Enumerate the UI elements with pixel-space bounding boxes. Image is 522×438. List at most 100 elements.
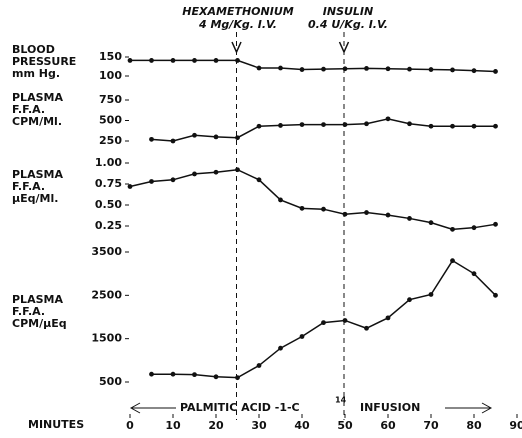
data-point (299, 334, 305, 339)
data-point (235, 167, 240, 173)
data-point (278, 197, 283, 203)
data-point (342, 318, 348, 323)
data-point (127, 184, 133, 189)
data-point (450, 258, 455, 264)
data-point (149, 179, 154, 184)
x-tick-label: 20 (208, 419, 224, 432)
annotation: 4 Mg/Kg. I.V. (198, 18, 277, 31)
y-tick-label: 1500 (91, 332, 122, 345)
data-point (493, 221, 498, 227)
data-point (385, 212, 391, 218)
x-tick-label: 50 (337, 419, 353, 432)
data-point (235, 135, 240, 141)
data-point (170, 177, 176, 183)
data-point (170, 371, 176, 377)
data-point (192, 58, 197, 63)
y-tick-label: 250 (99, 134, 122, 147)
annotation: 0.4 U/Kg. I.V. (308, 18, 388, 31)
data-point (321, 122, 326, 127)
data-point (428, 123, 434, 129)
y-axis-label: PLASMA (12, 168, 63, 181)
data-point (407, 66, 412, 72)
data-point (256, 65, 262, 71)
data-point (213, 134, 219, 140)
y-tick-label: 500 (99, 375, 122, 388)
x-tick-label: 10 (165, 419, 181, 432)
data-point (170, 138, 176, 144)
y-axis-label: PRESSURE (12, 55, 76, 68)
x-tick-label: 30 (251, 419, 267, 432)
y-tick-label: 0.75 (95, 177, 122, 190)
data-point (450, 226, 455, 232)
data-point (493, 123, 498, 129)
data-point (235, 375, 240, 381)
data-point (256, 123, 262, 129)
data-point (127, 58, 133, 63)
x-tick-label: 70 (423, 419, 439, 432)
data-point (149, 136, 154, 142)
y-axis-label: PLASMA (12, 91, 63, 104)
y-axis-label: F.F.A. (12, 180, 45, 193)
arrow (129, 402, 493, 414)
data-point (364, 121, 369, 127)
y-axis-label: mm Hg. (12, 67, 60, 80)
data-point (321, 206, 326, 212)
data-point (299, 205, 305, 211)
data-point (428, 220, 434, 226)
data-point (299, 67, 305, 72)
data-point (278, 123, 283, 128)
data-point (235, 58, 240, 63)
annotation: INSULIN (323, 5, 373, 18)
data-point (471, 68, 477, 74)
data-line (151, 259, 497, 379)
data-point (321, 320, 326, 326)
y-tick-label: 0.25 (95, 219, 122, 232)
arrow (338, 41, 350, 54)
data-point (407, 121, 412, 127)
y-tick-label: 750 (99, 93, 122, 106)
data-point (364, 325, 369, 331)
data-point (385, 116, 391, 122)
y-tick-label: 150 (99, 50, 122, 63)
data-point (364, 210, 369, 215)
data-point (471, 123, 477, 129)
annotation: HEXAMETHONIUM (182, 5, 293, 18)
data-line (130, 59, 496, 73)
y-axis-label: PLASMA (12, 293, 63, 306)
y-tick-label: 1.00 (95, 156, 122, 169)
x-axis-label: MINUTES (28, 418, 84, 431)
data-point (493, 292, 498, 298)
x-tick-label: 80 (466, 419, 482, 432)
data-point (428, 67, 434, 72)
data-point (256, 363, 262, 368)
data-point (450, 123, 455, 129)
data-point (471, 225, 477, 231)
data-point (385, 66, 391, 72)
y-tick-label: 3500 (91, 245, 122, 258)
data-point (471, 271, 477, 277)
y-axis-label: CPM/Ml. (12, 115, 62, 128)
y-axis-label: F.F.A. (12, 103, 45, 116)
infusion-label: PALMITIC ACID -1-C (180, 401, 300, 414)
y-tick-label: 500 (99, 114, 122, 127)
x-tick-label: 0 (126, 419, 134, 432)
data-point (213, 169, 219, 175)
data-point (192, 171, 197, 177)
data-point (256, 177, 262, 183)
data-point (192, 372, 197, 378)
data-point (407, 216, 412, 221)
y-tick-label: 0.50 (95, 198, 122, 211)
x-tick-label: 90 (509, 419, 522, 432)
data-point (493, 69, 498, 74)
data-point (342, 66, 348, 72)
infusion-label: 14 (335, 396, 347, 405)
data-point (428, 292, 434, 297)
y-axis-label: F.F.A. (12, 305, 45, 318)
data-point (149, 371, 154, 377)
data-point (278, 345, 283, 351)
data-point (213, 58, 219, 63)
arrow (231, 41, 242, 54)
data-point (278, 65, 283, 71)
data-line (129, 168, 496, 231)
data-point (407, 297, 412, 303)
